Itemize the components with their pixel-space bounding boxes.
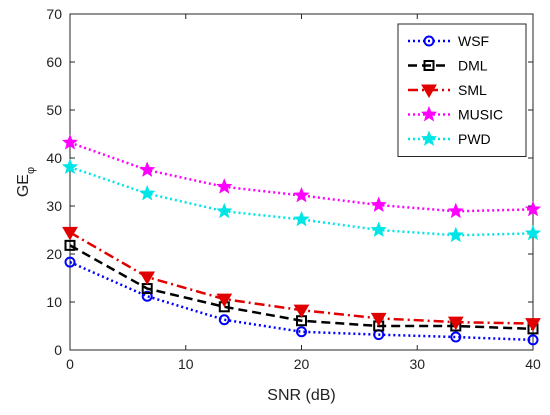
y-tick-label: 20 xyxy=(46,246,62,262)
legend-box xyxy=(397,23,527,157)
y-axis-label-main: GE xyxy=(15,174,32,197)
series-wsf xyxy=(64,256,539,346)
data-point xyxy=(370,221,387,238)
y-tick-label: 0 xyxy=(54,342,62,358)
x-axis-label: SNR (dB) xyxy=(267,387,335,404)
series-music xyxy=(61,133,542,219)
data-point xyxy=(370,312,387,327)
series-line xyxy=(69,165,534,237)
data-point xyxy=(527,334,539,346)
y-axis-label-subscript: φ xyxy=(25,167,37,174)
y-tick-label: 50 xyxy=(46,102,62,118)
data-point xyxy=(64,239,76,251)
data-point xyxy=(296,326,307,338)
data-point xyxy=(370,196,387,213)
x-tick-label: 10 xyxy=(178,356,194,372)
series-layer xyxy=(61,133,542,346)
data-point xyxy=(447,316,464,331)
x-tick-label: 40 xyxy=(525,356,541,372)
y-tick-label: 30 xyxy=(46,198,62,214)
y-tick-label: 70 xyxy=(46,6,62,22)
legend-entry: WSF xyxy=(408,33,489,49)
data-point xyxy=(447,202,465,219)
legend-marker xyxy=(423,35,435,47)
y-tick-label: 10 xyxy=(46,294,62,310)
legend-marker xyxy=(423,60,435,71)
data-point xyxy=(218,314,230,326)
data-point xyxy=(64,256,76,268)
y-axis-label: GEφ xyxy=(15,167,37,197)
y-tick-label: 60 xyxy=(46,54,62,70)
data-point xyxy=(138,184,156,201)
x-axis: 0 10 20 30 40 xyxy=(66,14,541,372)
legend: WSF DML SML MUSIC PWD xyxy=(397,23,527,157)
legend-entry: DML xyxy=(408,58,488,74)
legend-label: SML xyxy=(458,82,487,98)
x-tick-label: 0 xyxy=(66,356,74,372)
data-point xyxy=(61,158,79,175)
data-point xyxy=(525,318,541,332)
x-tick-label: 20 xyxy=(294,356,310,372)
data-point xyxy=(62,226,78,241)
data-point xyxy=(216,293,233,308)
x-tick-label: 30 xyxy=(409,356,425,372)
legend-label: DML xyxy=(458,58,488,74)
data-point xyxy=(293,304,310,319)
y-tick-label: 40 xyxy=(46,150,62,166)
series-dml xyxy=(64,239,539,335)
legend-entry: PWD xyxy=(408,130,491,147)
data-point xyxy=(139,271,156,286)
series-sml xyxy=(62,226,541,332)
data-point xyxy=(61,133,79,150)
legend-marker xyxy=(421,84,437,98)
data-point xyxy=(216,178,233,194)
data-point xyxy=(524,224,542,241)
legend-marker xyxy=(420,130,438,147)
legend-entry: MUSIC xyxy=(408,105,503,123)
legend-entry: SML xyxy=(408,82,487,98)
data-point xyxy=(138,161,156,178)
legend-marker xyxy=(420,105,438,122)
y-axis: 0 10 20 30 40 50 60 70 xyxy=(46,6,533,358)
legend-label: MUSIC xyxy=(458,107,503,123)
data-point xyxy=(524,200,542,217)
legend-label: WSF xyxy=(458,33,489,49)
data-point xyxy=(141,290,153,302)
data-point xyxy=(447,226,465,243)
data-point xyxy=(216,202,233,219)
series-pwd xyxy=(61,158,542,243)
data-point xyxy=(450,331,462,343)
data-point xyxy=(293,186,310,203)
data-point xyxy=(293,210,310,227)
legend-label: PWD xyxy=(458,131,491,147)
